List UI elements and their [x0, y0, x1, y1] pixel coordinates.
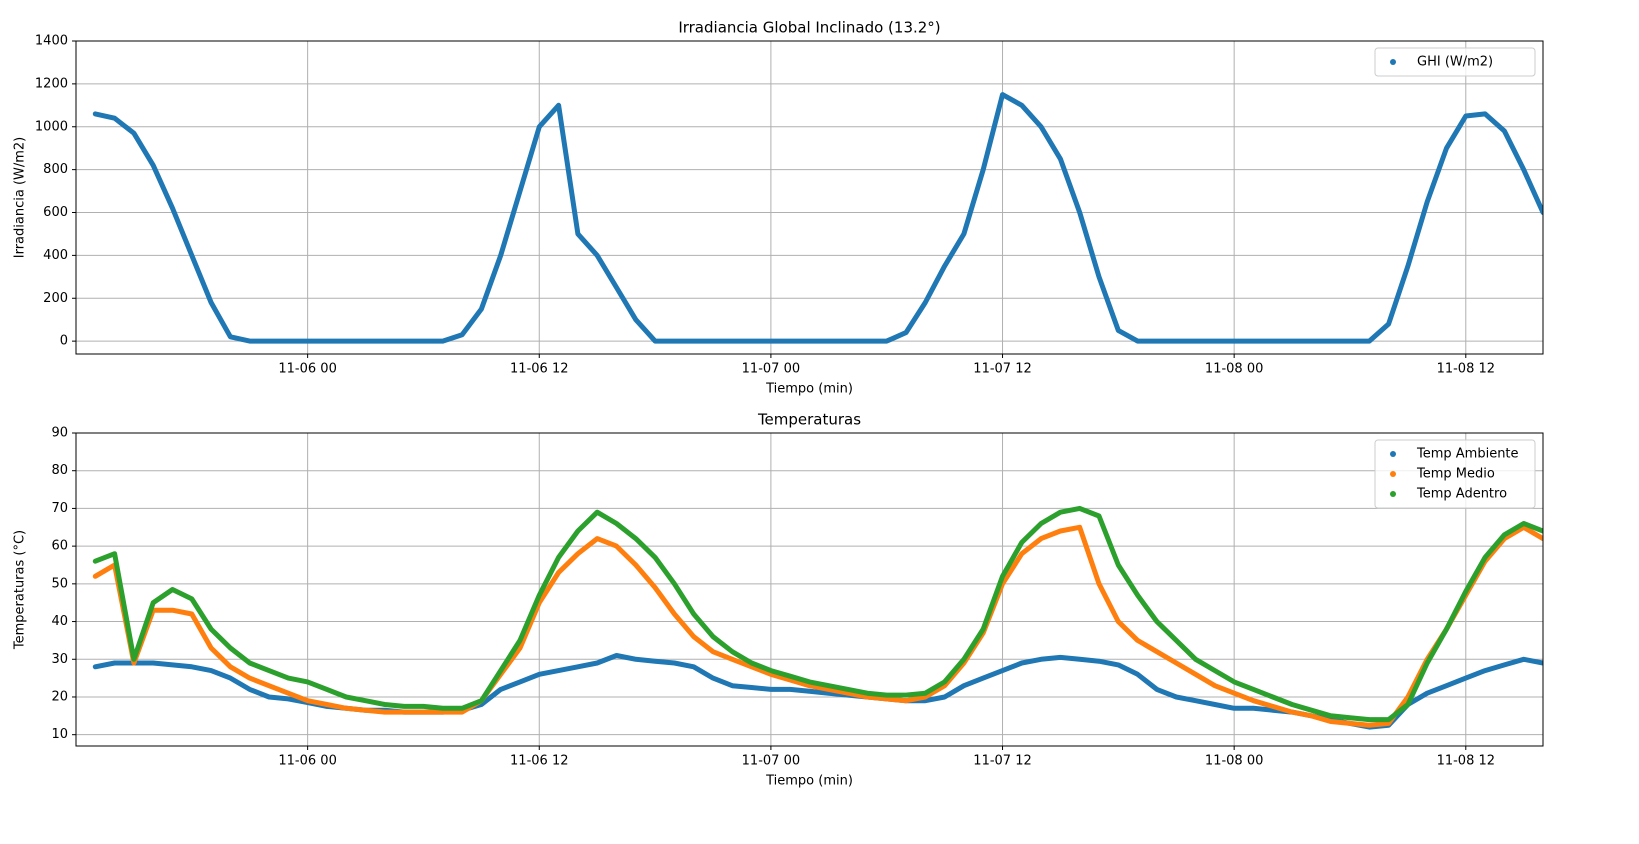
y-tick-label: 1400 [35, 34, 68, 49]
plot-frame [75, 432, 1544, 747]
x-tick-label: 11-07 00 [742, 754, 800, 769]
x-tick-label: 11-06 00 [278, 362, 336, 377]
plot-area [92, 92, 1543, 344]
legend-label: GHI (W/m2) [1417, 55, 1493, 70]
plot-area [92, 505, 1543, 730]
legend-marker [1390, 471, 1396, 477]
plot-frame [75, 40, 1544, 355]
y-tick-label: 1000 [35, 119, 68, 134]
y-tick-label: 50 [51, 576, 68, 591]
series-points [92, 92, 1543, 344]
series-points [92, 505, 1543, 723]
x-tick-label: 11-07 00 [742, 362, 800, 377]
y-tick-label: 600 [43, 205, 68, 220]
y-tick-label: 80 [51, 463, 68, 478]
x-tick-label: 11-07 12 [973, 362, 1031, 377]
y-tick-label: 30 [51, 652, 68, 667]
chart-title: Irradiancia Global Inclinado (13.2°) [678, 19, 940, 37]
legend-box [1374, 47, 1536, 77]
legend-label: Temp Ambiente [1416, 447, 1519, 462]
chart-title: Temperaturas [757, 411, 861, 429]
x-tick-label: 11-06 00 [278, 754, 336, 769]
legend-marker [1390, 59, 1396, 65]
y-tick-label: 70 [51, 501, 68, 516]
y-tick-label: 800 [43, 162, 68, 177]
y-tick-label: 200 [43, 291, 68, 306]
x-tick-label: 11-06 12 [510, 362, 568, 377]
y-tick-label: 40 [51, 614, 68, 629]
x-tick-label: 11-08 12 [1437, 754, 1495, 769]
y-tick-label: 90 [51, 426, 68, 441]
y-axis-label: Irradiancia (W/m2) [13, 137, 28, 259]
y-axis-label: Temperaturas (°C) [13, 530, 28, 650]
y-tick-label: 60 [51, 539, 68, 554]
series-points [92, 524, 1543, 728]
x-tick-label: 11-08 00 [1205, 362, 1263, 377]
x-tick-label: 11-07 12 [973, 754, 1031, 769]
legend-marker [1390, 491, 1396, 497]
y-tick-label: 20 [51, 689, 68, 704]
x-tick-label: 11-08 12 [1437, 362, 1495, 377]
legend-marker [1390, 451, 1396, 457]
y-tick-label: 10 [51, 727, 68, 742]
legend-box [1374, 439, 1536, 509]
legend-label: Temp Adentro [1416, 487, 1507, 502]
x-axis-label: Tiempo (min) [765, 382, 853, 397]
y-tick-label: 0 [60, 334, 68, 349]
y-tick-label: 400 [43, 248, 68, 263]
x-axis-label: Tiempo (min) [765, 774, 853, 789]
y-tick-label: 1200 [35, 76, 68, 91]
x-tick-label: 11-08 00 [1205, 754, 1263, 769]
legend-label: Temp Medio [1416, 467, 1495, 482]
x-tick-label: 11-06 12 [510, 754, 568, 769]
